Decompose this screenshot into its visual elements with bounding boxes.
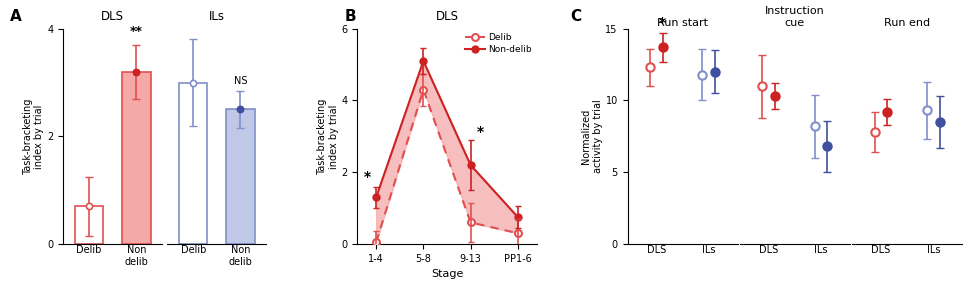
Delib	[418, 88, 430, 91]
Y-axis label: Normalized
activity by trial: Normalized activity by trial	[581, 100, 603, 173]
Delib	[370, 241, 382, 244]
Text: *: *	[476, 125, 484, 139]
Text: NS: NS	[233, 76, 247, 86]
Text: *: *	[659, 16, 666, 30]
Bar	[75, 206, 103, 244]
Title: DLS: DLS	[435, 10, 459, 23]
Bar	[226, 109, 255, 244]
Text: **: **	[130, 25, 143, 38]
Title: DLS: DLS	[101, 10, 124, 23]
Title: Instruction
cue: Instruction cue	[765, 6, 825, 28]
Non-delib	[418, 59, 430, 63]
Delib	[512, 231, 524, 235]
Bar	[179, 83, 207, 244]
Y-axis label: Task-bracketing
index by trial: Task-bracketing index by trial	[22, 98, 45, 174]
Text: *: *	[364, 170, 371, 184]
Delib	[465, 221, 476, 224]
Non-delib	[465, 163, 476, 167]
Line: Non-delib: Non-delib	[372, 57, 521, 220]
Text: C: C	[571, 9, 581, 24]
Line: Delib: Delib	[372, 86, 521, 246]
Title: Run end: Run end	[885, 18, 930, 28]
Non-delib	[512, 215, 524, 219]
Text: B: B	[345, 9, 357, 24]
Non-delib	[370, 196, 382, 199]
Title: Run start: Run start	[657, 18, 708, 28]
Text: A: A	[10, 9, 21, 24]
X-axis label: Stage: Stage	[431, 269, 464, 279]
Bar	[122, 72, 151, 244]
Title: ILs: ILs	[209, 10, 225, 23]
Legend: Delib, Non-delib: Delib, Non-delib	[465, 33, 532, 54]
Y-axis label: Task-bracketing
index by trial: Task-bracketing index by trial	[317, 98, 338, 174]
